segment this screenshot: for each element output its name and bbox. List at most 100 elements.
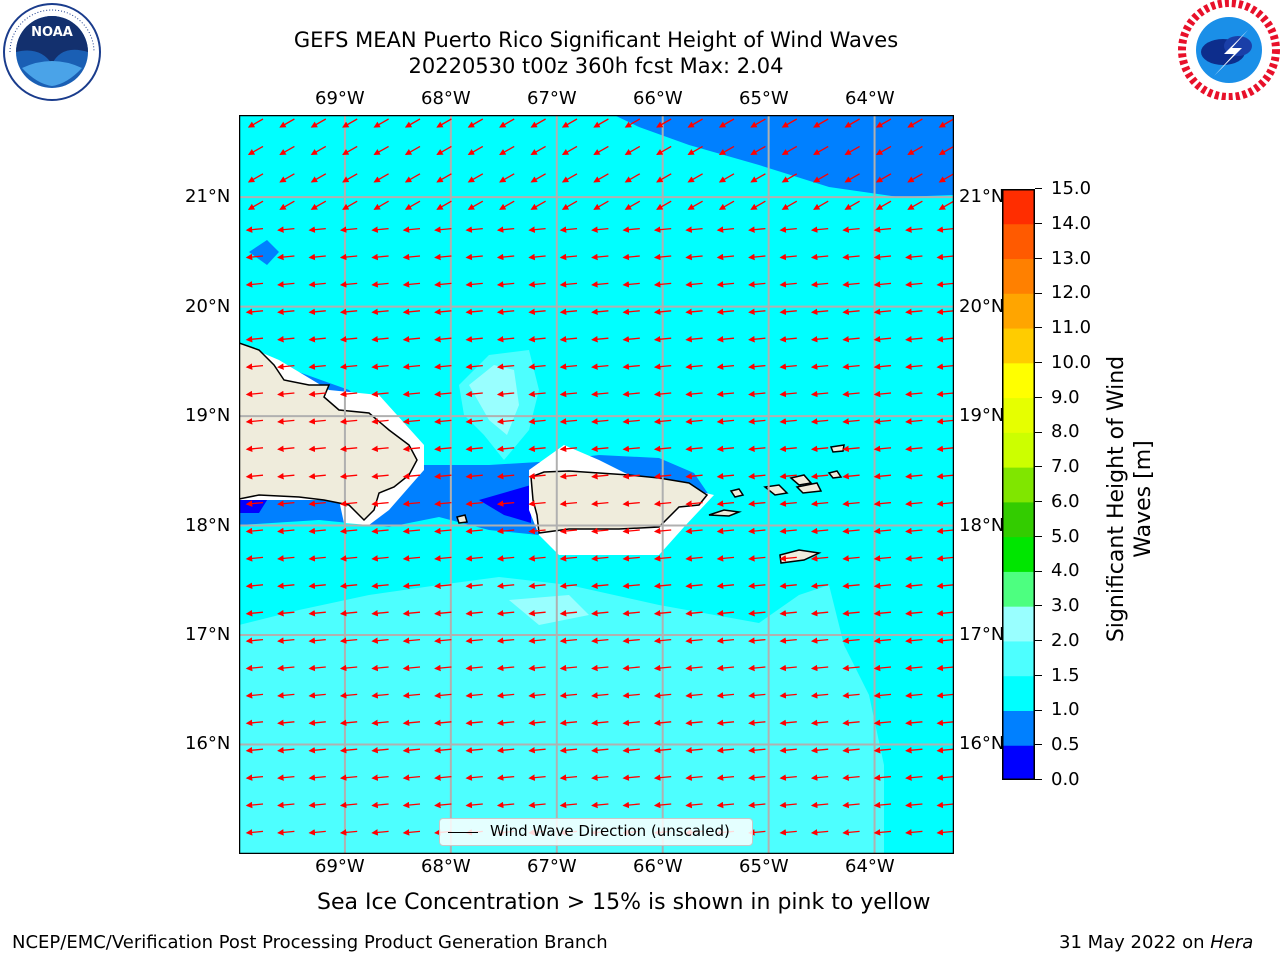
wave-direction-arrow: [559, 774, 578, 781]
wave-direction-arrow: [593, 118, 609, 128]
wave-direction-arrow: [561, 200, 578, 210]
wave-direction-arrow: [308, 692, 326, 699]
wave-direction-arrow: [873, 609, 892, 617]
wave-direction-arrow: [465, 472, 483, 480]
colorbar-tick-mark: [1035, 570, 1042, 572]
lon-label-top: 66°W: [633, 88, 683, 109]
wave-direction-arrow: [245, 226, 264, 233]
wave-direction-arrow: [622, 692, 640, 699]
wave-direction-arrow: [245, 363, 264, 370]
wave-direction-arrow: [685, 445, 703, 453]
wave-direction-arrow: [653, 445, 672, 453]
wave-direction-arrow: [842, 226, 860, 233]
wave-direction-arrow: [936, 472, 954, 480]
wave-direction-arrow: [561, 173, 578, 183]
colorbar-band: [1002, 432, 1035, 468]
wave-direction-arrow: [936, 692, 954, 699]
wave-direction-arrow: [310, 118, 327, 128]
wave-direction-arrow: [622, 774, 640, 781]
wave-direction-arrow: [402, 829, 421, 836]
wave-direction-arrow: [936, 746, 954, 754]
wave-direction-arrow: [905, 308, 923, 316]
wave-direction-arrow: [528, 801, 546, 809]
wave-direction-arrow: [748, 527, 766, 535]
wave-direction-arrow: [496, 308, 515, 316]
wave-direction-arrow: [339, 664, 358, 672]
wave-direction-arrow: [371, 582, 389, 590]
svg-text:NOAA: NOAA: [31, 25, 73, 40]
wave-direction-arrow: [245, 472, 264, 480]
legend-line-swatch: [448, 832, 478, 833]
wave-direction-arrow: [813, 173, 829, 183]
colorbar-tick-mark: [1035, 257, 1042, 259]
wave-direction-arrow: [436, 118, 452, 128]
wave-direction-arrow: [936, 555, 954, 562]
colorbar-tick-label: 1.5: [1051, 664, 1080, 686]
wave-direction-arrow: [339, 308, 358, 316]
wave-direction-arrow: [810, 500, 829, 507]
wave-direction-arrow: [624, 145, 641, 156]
wave-direction-arrow: [591, 418, 609, 425]
wave-direction-arrow: [810, 226, 829, 233]
wave-direction-arrow: [465, 746, 483, 754]
wave-direction-arrow: [467, 118, 484, 128]
colorbar-tick-mark: [1035, 292, 1042, 294]
wave-direction-arrow: [905, 719, 923, 727]
wave-direction-arrow: [687, 173, 703, 183]
wave-direction-arrow: [277, 801, 295, 809]
wave-direction-arrow: [779, 746, 797, 754]
colorbar-band: [1002, 606, 1035, 642]
wave-direction-arrow: [810, 664, 829, 672]
wave-direction-arrow: [591, 637, 609, 644]
wave-direction-arrow: [308, 500, 326, 507]
wave-direction-arrow: [656, 145, 672, 156]
wave-direction-arrow: [591, 363, 609, 370]
wave-direction-arrow: [245, 445, 264, 453]
wave-direction-arrow: [842, 445, 860, 453]
wave-direction-arrow: [810, 308, 829, 316]
wave-direction-arrow: [528, 390, 546, 398]
wave-direction-arrow: [842, 746, 860, 754]
wave-direction-arrow: [496, 555, 515, 562]
wave-direction-arrow: [528, 664, 546, 672]
wave-direction-arrow: [339, 418, 358, 425]
wave-direction-arrow: [687, 118, 703, 128]
wave-direction-arrow: [622, 472, 640, 480]
wave-direction-arrow: [810, 555, 829, 562]
wave-direction-arrow: [936, 719, 954, 727]
wave-direction-arrow: [434, 801, 452, 809]
wave-direction-arrow: [622, 664, 640, 672]
wave-direction-arrow: [936, 801, 954, 809]
colorbar-tick-label: 6.0: [1051, 490, 1080, 512]
wave-direction-arrow: [591, 226, 609, 233]
wave-direction-arrow: [530, 173, 546, 183]
wave-direction-arrow: [561, 118, 578, 128]
wave-direction-arrow: [750, 145, 766, 156]
wave-direction-arrow: [779, 418, 797, 425]
wave-direction-arrow: [781, 200, 798, 210]
wave-direction-arrow: [402, 692, 421, 699]
wave-direction-arrow: [277, 555, 295, 562]
wave-direction-arrow: [936, 500, 954, 507]
wave-direction-arrow: [496, 746, 515, 754]
wave-direction-arrow: [844, 173, 860, 183]
wave-direction-arrow: [653, 527, 672, 535]
colorbar-tick-label: 13.0: [1051, 247, 1092, 269]
wave-direction-arrow: [905, 555, 923, 562]
wave-direction-arrow: [308, 226, 326, 233]
wave-direction-arrow: [905, 774, 923, 781]
wave-direction-arrow: [434, 390, 452, 398]
wave-direction-arrow: [496, 253, 515, 261]
wave-direction-arrow: [591, 664, 609, 672]
lon-label-top: 68°W: [421, 88, 471, 109]
wave-direction-arrow: [622, 390, 640, 398]
wave-direction-arrow: [559, 253, 578, 261]
wave-direction-arrow: [339, 500, 358, 507]
wave-direction-arrow: [938, 118, 954, 128]
wave-direction-arrow: [936, 774, 954, 781]
wave-direction-arrow: [496, 335, 515, 343]
wave-direction-arrow: [528, 609, 546, 617]
colorbar-band: [1002, 362, 1035, 399]
wave-direction-arrow: [371, 445, 389, 453]
wave-direction-arrow: [277, 335, 295, 343]
